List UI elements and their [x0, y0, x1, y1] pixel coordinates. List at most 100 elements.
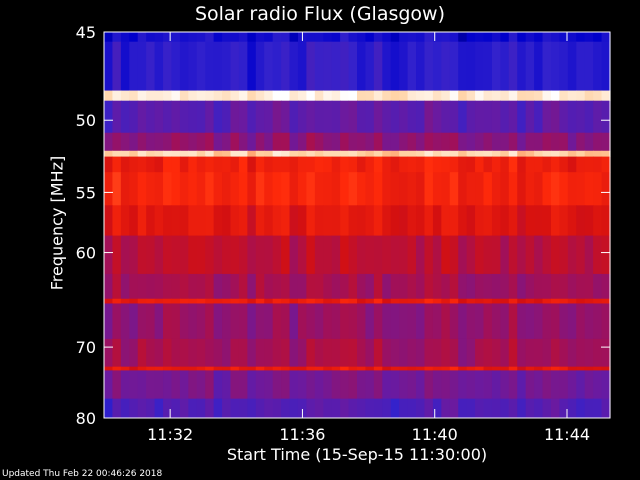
heatmap-cell — [584, 370, 594, 400]
heatmap-cell — [340, 338, 350, 368]
heatmap-cell — [559, 398, 569, 419]
heatmap-cell — [137, 132, 147, 152]
heatmap-cell — [466, 156, 476, 173]
heatmap-cell — [517, 235, 527, 275]
heatmap-cell — [137, 338, 147, 368]
heatmap-cell — [112, 156, 122, 173]
heatmap-cell — [112, 398, 122, 419]
heatmap-cell — [323, 132, 333, 152]
heatmap-cell — [390, 398, 400, 419]
heatmap-cell — [179, 156, 189, 173]
heatmap-cell — [112, 338, 122, 368]
heatmap-cell — [601, 370, 611, 400]
heatmap-cell — [272, 132, 282, 152]
heatmap-cell — [348, 90, 358, 102]
heatmap-cell — [104, 370, 114, 400]
heatmap-cell — [576, 303, 586, 340]
heatmap-cell — [297, 398, 307, 419]
heatmap-cell — [289, 235, 299, 275]
heatmap-cell — [348, 41, 358, 91]
heatmap-cell — [416, 150, 426, 157]
heatmap-cell — [593, 90, 603, 102]
heatmap-cell — [230, 132, 240, 152]
heatmap-cell — [475, 90, 485, 102]
heatmap-cell — [230, 205, 240, 237]
heatmap-cell — [306, 205, 316, 237]
heatmap-cell — [432, 41, 442, 91]
heatmap-cell — [146, 205, 156, 237]
heatmap-cell — [196, 32, 206, 43]
y-tick-label: 80 — [76, 409, 96, 428]
heatmap-cell — [441, 156, 451, 173]
heatmap-cell — [373, 100, 383, 134]
heatmap-cell — [399, 398, 409, 419]
heatmap-cell — [129, 172, 139, 206]
x-tick-label: 11:40 — [412, 425, 458, 444]
heatmap-cell — [534, 398, 544, 419]
heatmap-cell — [264, 370, 274, 400]
heatmap-cell — [550, 100, 560, 134]
heatmap-cell — [475, 41, 485, 91]
heatmap-cell — [104, 156, 114, 173]
heatmap-cell — [163, 273, 173, 300]
heatmap-cell — [272, 156, 282, 173]
heatmap-cell — [458, 90, 468, 102]
heatmap-cell — [416, 303, 426, 340]
heatmap-cell — [508, 273, 518, 300]
heatmap-cell — [399, 235, 409, 275]
heatmap-cell — [407, 370, 417, 400]
heatmap-cell — [163, 303, 173, 340]
heatmap-cell — [331, 303, 341, 340]
heatmap-cell — [500, 32, 510, 43]
heatmap-cell — [146, 338, 156, 368]
heatmap-cell — [146, 100, 156, 134]
heatmap-cell — [230, 398, 240, 419]
heatmap-cell — [129, 398, 139, 419]
heatmap-cell — [348, 100, 358, 134]
heatmap-cell — [323, 370, 333, 400]
heatmap-cell — [550, 298, 560, 304]
heatmap-cell — [559, 235, 569, 275]
heatmap-cell — [525, 398, 535, 419]
heatmap-cell — [314, 205, 324, 237]
heatmap-cell — [500, 303, 510, 340]
heatmap-cell — [441, 298, 451, 304]
y-tick-label: 45 — [76, 23, 96, 42]
heatmap-cell — [424, 370, 434, 400]
heatmap-cell — [264, 132, 274, 152]
heatmap-cell — [466, 172, 476, 206]
heatmap-cell — [331, 156, 341, 173]
heatmap-cell — [466, 338, 476, 368]
heatmap-cell — [517, 90, 527, 102]
heatmap-cell — [373, 32, 383, 43]
heatmap-cell — [247, 32, 257, 43]
heatmap-cell — [357, 273, 367, 300]
heatmap-cell — [104, 303, 114, 340]
heatmap-cell — [390, 235, 400, 275]
heatmap-cell — [373, 156, 383, 173]
heatmap-cell — [163, 398, 173, 419]
heatmap-cell — [416, 205, 426, 237]
heatmap-cell — [297, 132, 307, 152]
heatmap-cell — [449, 338, 459, 368]
heatmap-cell — [432, 100, 442, 134]
heatmap-cell — [601, 41, 611, 91]
heatmap-cell — [407, 398, 417, 419]
heatmap-cell — [272, 366, 282, 371]
heatmap-cell — [120, 298, 130, 304]
heatmap-cell — [576, 273, 586, 300]
heatmap-cell — [576, 32, 586, 43]
heatmap-cell — [163, 90, 173, 102]
heatmap-cell — [416, 156, 426, 173]
heatmap-cell — [281, 132, 291, 152]
heatmap-cell — [120, 132, 130, 152]
heatmap-cell — [306, 172, 316, 206]
heatmap-cell — [137, 205, 147, 237]
heatmap-cell — [559, 303, 569, 340]
heatmap-cell — [137, 370, 147, 400]
heatmap-cell — [104, 150, 114, 157]
heatmap-cell — [365, 298, 375, 304]
heatmap-cell — [475, 32, 485, 43]
heatmap-cell — [593, 298, 603, 304]
